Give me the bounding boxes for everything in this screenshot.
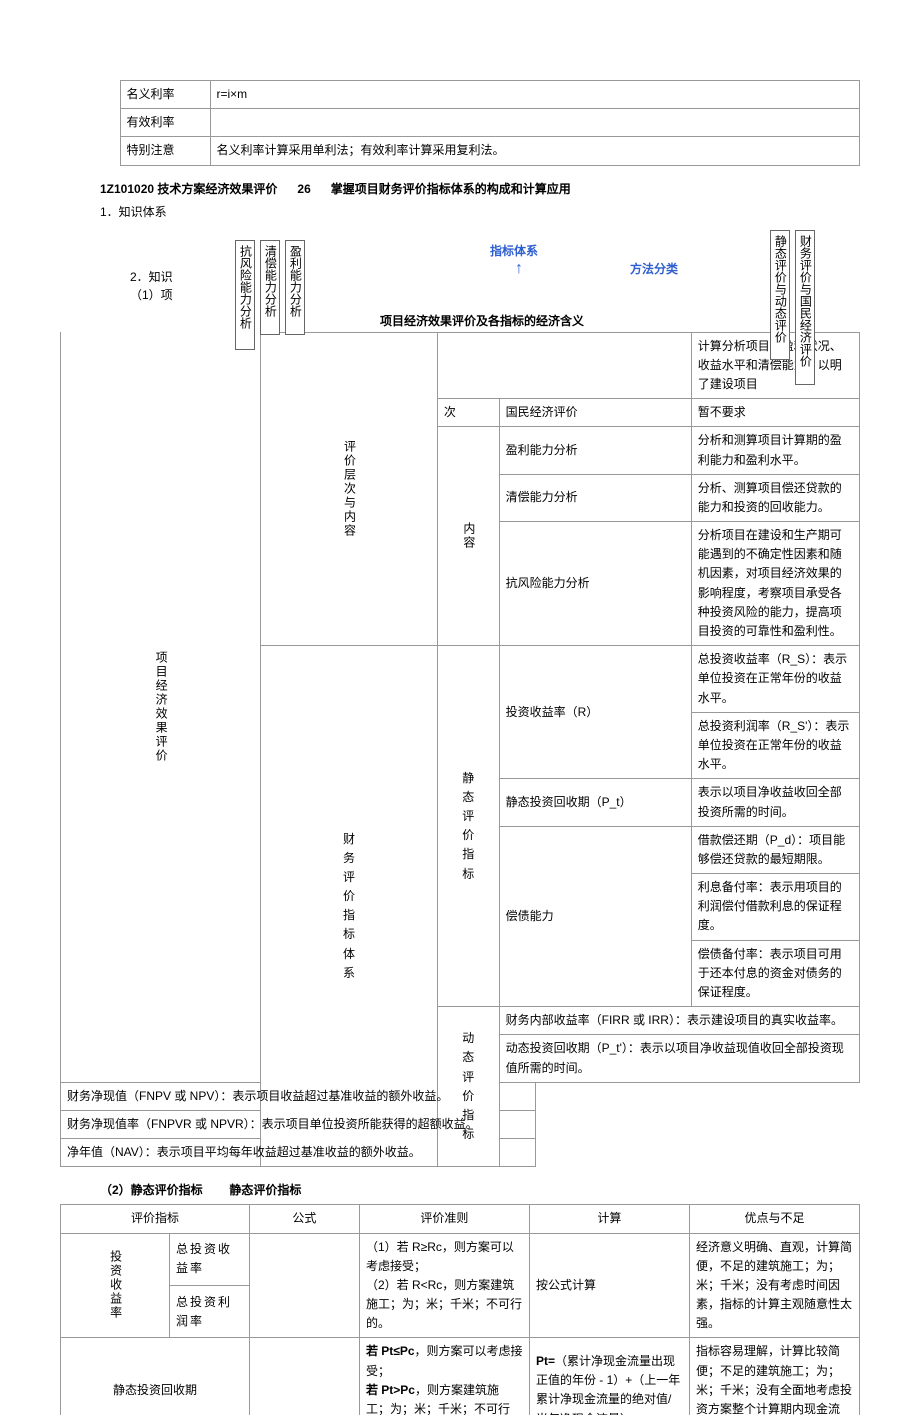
cell: 利息备付率：表示用项目的利润偿付借款利息的保证程度。 [691, 874, 859, 941]
arrow-up-icon: ↑ [515, 260, 523, 278]
cell: 财务内部收益率（FIRR 或 IRR）：表示建设项目的真实收益率。 [499, 1007, 859, 1035]
vbox-static-dynamic: 静态评价与动态评价 [770, 230, 790, 360]
cell: 总投资收益率 [169, 1233, 249, 1285]
cell: 指标容易理解，计算比较简便；不足的建筑施工；为；米；千米；没有全面地考虑投资方案… [689, 1338, 859, 1415]
table-static-indicators: 评价指标 公式 评价准则 计算 优点与不足 投资收益率 总投资收益率 （1）若 … [60, 1204, 860, 1415]
cell: 名义利率计算采用单利法；有效利率计算采用复利法。 [210, 137, 860, 165]
cell: 总投资收益率（R_S）：表示单位投资在正常年份的收益水平。 [691, 646, 859, 713]
cell: 盈利能力分析 [499, 427, 691, 474]
table-rates: 名义利率 r=i×m 有效利率 特别注意 名义利率计算采用单利法；有效利率计算采… [60, 80, 860, 166]
cell: 偿债能力 [499, 826, 691, 1007]
cell: r=i×m [210, 81, 860, 109]
diag-method: 方法分类 [630, 260, 678, 277]
cell: 表示以项目净收益收回全部投资所需的时间。 [691, 779, 859, 826]
cell: 投资收益率 [61, 1233, 170, 1338]
line-2b: （1）项 [130, 286, 173, 303]
cell: 有效利率 [120, 109, 210, 137]
cell: 暂不要求 [691, 399, 859, 427]
cell: 投资收益率（R） [499, 646, 691, 779]
cell: 次 [437, 399, 499, 427]
cell: 若 Pt≤Pc，则方案可以考虑接受；若 Pt>Pc，则方案建筑施工；为；米；千米… [359, 1338, 529, 1415]
col-project-eval: 项目经济效果评价 [61, 332, 261, 1082]
th: 优点与不足 [689, 1205, 859, 1233]
cell: 借款偿还期（P_d）：项目能够偿还贷款的最短期限。 [691, 826, 859, 873]
th: 公式 [249, 1205, 359, 1233]
cell: 按公式计算 [529, 1233, 689, 1338]
diag-title: 指标体系 [490, 242, 538, 259]
cell: 总投资利润率（R_S'）：表示单位投资在正常年份的收益水平。 [691, 712, 859, 779]
cell [249, 1338, 359, 1415]
table-big: 项目经济效果评价 评价层次与内容 计算分析项目的盈利状况、收益水平和清偿能力，以… [60, 332, 860, 1168]
cell: 静态投资回收期 [61, 1338, 250, 1415]
vbox-risk: 抗风险能力分析 [235, 240, 255, 350]
cell [210, 109, 860, 137]
th: 评价指标 [61, 1205, 250, 1233]
cell [249, 1233, 359, 1338]
cell: 内容 [437, 427, 499, 646]
cell: 静态投资回收期（P_t） [499, 779, 691, 826]
vbox-profit: 盈利能力分析 [285, 240, 305, 335]
vbox-fin-econ: 财务评价与国民经济评价 [795, 230, 815, 385]
cell: 国民经济评价 [499, 399, 691, 427]
vbox-repay: 清偿能力分析 [260, 240, 280, 335]
section-heading: 1Z101020 技术方案经济效果评价 26 掌握项目财务评价指标体系的构成和计… [100, 180, 860, 197]
cell: 清偿能力分析 [499, 474, 691, 521]
heading-2: （2）静态评价指标 静态评价指标 [100, 1181, 860, 1198]
cell: 抗风险能力分析 [499, 522, 691, 646]
th: 计算 [529, 1205, 689, 1233]
cell: 特别注意 [120, 137, 210, 165]
cell: 经济意义明确、直观，计算简便，不足的建筑施工；为；米；千米；没有考虑时间因素，指… [689, 1233, 859, 1338]
concept-diagram: 2．知识 （1）项 抗风险能力分析 清偿能力分析 盈利能力分析 指标体系 ↑ 方… [60, 230, 860, 390]
col-static: 静态评价指标 [437, 646, 499, 1007]
cell: 分析、测算项目偿还贷款的能力和投资的回收能力。 [691, 474, 859, 521]
cell: 分析项目在建设和生产期可能遇到的不确定性因素和随机因素，对项目经济效果的影响程度… [691, 522, 859, 646]
line-2a: 2．知识 [130, 268, 173, 285]
cell: Pt=（累计净现金流量出现正值的年份 - 1）+（上一年累计净现金流量的绝对值/… [529, 1338, 689, 1415]
cell: 名义利率 [120, 81, 210, 109]
cell: 总投资利润率 [169, 1285, 249, 1337]
cell: 偿债备付率：表示项目可用于还本付息的资金对债务的保证程度。 [691, 940, 859, 1007]
cell: 动态投资回收期（P_t'）：表示以项目净收益现值收回全部投资现值所需的时间。 [499, 1035, 859, 1082]
th: 评价准则 [359, 1205, 529, 1233]
diag-bottom: 项目经济效果评价及各指标的经济含义 [380, 312, 584, 329]
cell: 分析和测算项目计算期的盈利能力和盈利水平。 [691, 427, 859, 474]
line-1: 1．知识体系 [100, 203, 860, 220]
cell: （1）若 R≥Rc，则方案可以考虑接受； （2）若 R<Rc，则方案建筑施工；为… [359, 1233, 529, 1338]
